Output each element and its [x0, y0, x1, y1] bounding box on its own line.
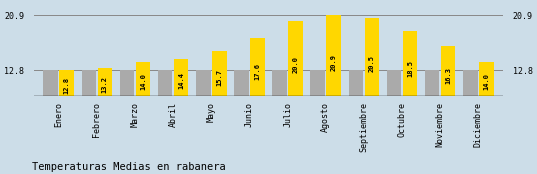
Bar: [82, 70, 96, 96]
Text: 18.5: 18.5: [407, 61, 413, 77]
Text: 15.7: 15.7: [216, 69, 222, 85]
Bar: [234, 70, 249, 96]
Bar: [43, 70, 58, 96]
Bar: [136, 62, 150, 96]
Text: 16.3: 16.3: [445, 67, 451, 84]
Bar: [310, 70, 325, 96]
Text: 20.9: 20.9: [331, 54, 337, 71]
Bar: [326, 15, 341, 96]
Text: 20.0: 20.0: [293, 56, 299, 73]
Bar: [441, 46, 455, 96]
Bar: [98, 68, 112, 96]
Text: 14.4: 14.4: [178, 72, 184, 89]
Text: 14.0: 14.0: [483, 73, 489, 90]
Bar: [158, 70, 172, 96]
Text: 17.6: 17.6: [255, 63, 260, 80]
Bar: [250, 38, 265, 96]
Bar: [196, 70, 211, 96]
Text: Temperaturas Medias en rabanera: Temperaturas Medias en rabanera: [32, 162, 226, 172]
Text: 13.2: 13.2: [102, 76, 108, 93]
Bar: [174, 59, 188, 96]
Bar: [288, 21, 303, 96]
Bar: [272, 70, 287, 96]
Bar: [479, 62, 494, 96]
Bar: [120, 70, 134, 96]
Bar: [365, 18, 379, 96]
Bar: [403, 31, 417, 96]
Text: 14.0: 14.0: [140, 73, 146, 90]
Bar: [463, 70, 477, 96]
Bar: [425, 70, 439, 96]
Bar: [60, 70, 74, 96]
Bar: [212, 50, 227, 96]
Text: 12.8: 12.8: [64, 77, 70, 94]
Text: 20.5: 20.5: [369, 55, 375, 72]
Bar: [387, 70, 401, 96]
Bar: [349, 70, 363, 96]
